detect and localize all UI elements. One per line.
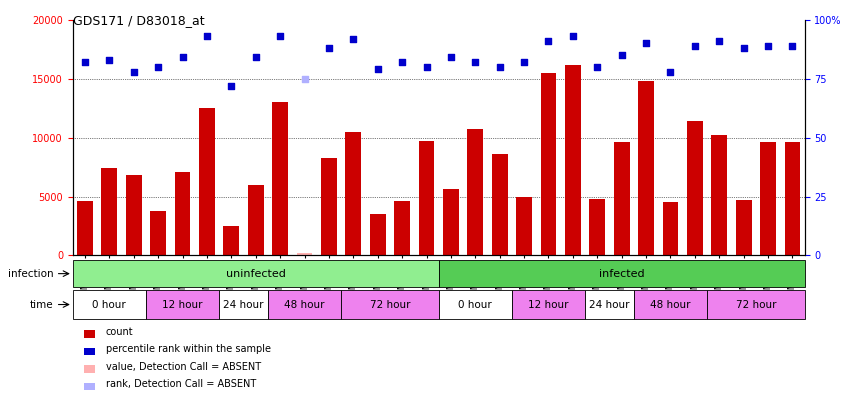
Point bbox=[347, 36, 360, 42]
Bar bbox=[73, 260, 438, 287]
Bar bbox=[321, 158, 337, 255]
Bar bbox=[638, 81, 654, 255]
Bar bbox=[516, 196, 532, 255]
Point bbox=[786, 42, 800, 49]
Point bbox=[322, 45, 336, 51]
Text: 0 hour: 0 hour bbox=[92, 299, 126, 310]
Bar bbox=[707, 290, 805, 319]
Bar bbox=[272, 102, 288, 255]
Bar bbox=[663, 202, 679, 255]
Point bbox=[175, 54, 189, 61]
Point bbox=[127, 69, 140, 75]
Bar bbox=[223, 226, 240, 255]
Text: uninfected: uninfected bbox=[226, 268, 286, 279]
Text: 72 hour: 72 hour bbox=[370, 299, 410, 310]
Bar bbox=[268, 290, 341, 319]
Bar bbox=[126, 175, 142, 255]
Bar bbox=[711, 135, 728, 255]
Bar bbox=[491, 154, 508, 255]
Point bbox=[615, 52, 628, 58]
Point bbox=[298, 76, 312, 82]
Bar bbox=[760, 142, 776, 255]
Bar bbox=[633, 290, 707, 319]
Text: 24 hour: 24 hour bbox=[223, 299, 264, 310]
Point bbox=[78, 59, 92, 65]
Point bbox=[542, 38, 556, 44]
Text: infected: infected bbox=[599, 268, 645, 279]
Point bbox=[737, 45, 751, 51]
Bar bbox=[784, 142, 800, 255]
Bar bbox=[101, 168, 117, 255]
Point bbox=[591, 64, 604, 70]
Bar bbox=[219, 290, 268, 319]
Bar bbox=[614, 142, 630, 255]
Bar bbox=[438, 290, 512, 319]
Text: 72 hour: 72 hour bbox=[735, 299, 776, 310]
Point bbox=[395, 59, 409, 65]
Bar bbox=[84, 330, 95, 337]
Bar bbox=[345, 132, 361, 255]
Point bbox=[152, 64, 165, 70]
Bar bbox=[247, 185, 264, 255]
Point bbox=[493, 64, 507, 70]
Bar bbox=[589, 199, 605, 255]
Text: 12 hour: 12 hour bbox=[528, 299, 568, 310]
Bar bbox=[565, 65, 581, 255]
Point bbox=[273, 33, 287, 40]
Bar bbox=[175, 172, 191, 255]
Bar bbox=[438, 260, 805, 287]
Text: GDS171 / D83018_at: GDS171 / D83018_at bbox=[73, 14, 205, 27]
Bar bbox=[540, 73, 556, 255]
Bar bbox=[77, 201, 93, 255]
Bar bbox=[687, 121, 703, 255]
Point bbox=[103, 57, 116, 63]
Text: 48 hour: 48 hour bbox=[284, 299, 324, 310]
Text: 12 hour: 12 hour bbox=[163, 299, 203, 310]
Point bbox=[566, 33, 580, 40]
Bar bbox=[394, 201, 410, 255]
Text: 24 hour: 24 hour bbox=[589, 299, 630, 310]
Bar bbox=[443, 189, 459, 255]
Text: count: count bbox=[105, 327, 134, 337]
Bar bbox=[296, 253, 312, 255]
Bar bbox=[419, 141, 435, 255]
Point bbox=[468, 59, 482, 65]
Bar bbox=[146, 290, 219, 319]
Point bbox=[688, 42, 702, 49]
Bar bbox=[735, 200, 752, 255]
Text: 0 hour: 0 hour bbox=[459, 299, 492, 310]
Point bbox=[712, 38, 726, 44]
Point bbox=[249, 54, 263, 61]
Bar bbox=[73, 290, 146, 319]
Bar bbox=[84, 366, 95, 373]
Bar bbox=[467, 129, 484, 255]
Text: 48 hour: 48 hour bbox=[651, 299, 691, 310]
Text: value, Detection Call = ABSENT: value, Detection Call = ABSENT bbox=[105, 362, 261, 372]
Point bbox=[639, 40, 653, 46]
Text: infection: infection bbox=[8, 268, 53, 279]
Point bbox=[444, 54, 458, 61]
Point bbox=[371, 66, 384, 72]
Point bbox=[761, 42, 775, 49]
Text: time: time bbox=[30, 299, 53, 310]
Point bbox=[200, 33, 214, 40]
Text: percentile rank within the sample: percentile rank within the sample bbox=[105, 345, 270, 354]
Point bbox=[517, 59, 531, 65]
Bar bbox=[370, 214, 386, 255]
Point bbox=[224, 83, 238, 89]
Text: rank, Detection Call = ABSENT: rank, Detection Call = ABSENT bbox=[105, 379, 256, 390]
Bar bbox=[150, 211, 166, 255]
Bar bbox=[199, 108, 215, 255]
Bar bbox=[84, 348, 95, 355]
Bar bbox=[512, 290, 586, 319]
Bar bbox=[341, 290, 438, 319]
Bar bbox=[84, 383, 95, 390]
Bar bbox=[586, 290, 633, 319]
Point bbox=[419, 64, 433, 70]
Point bbox=[663, 69, 677, 75]
